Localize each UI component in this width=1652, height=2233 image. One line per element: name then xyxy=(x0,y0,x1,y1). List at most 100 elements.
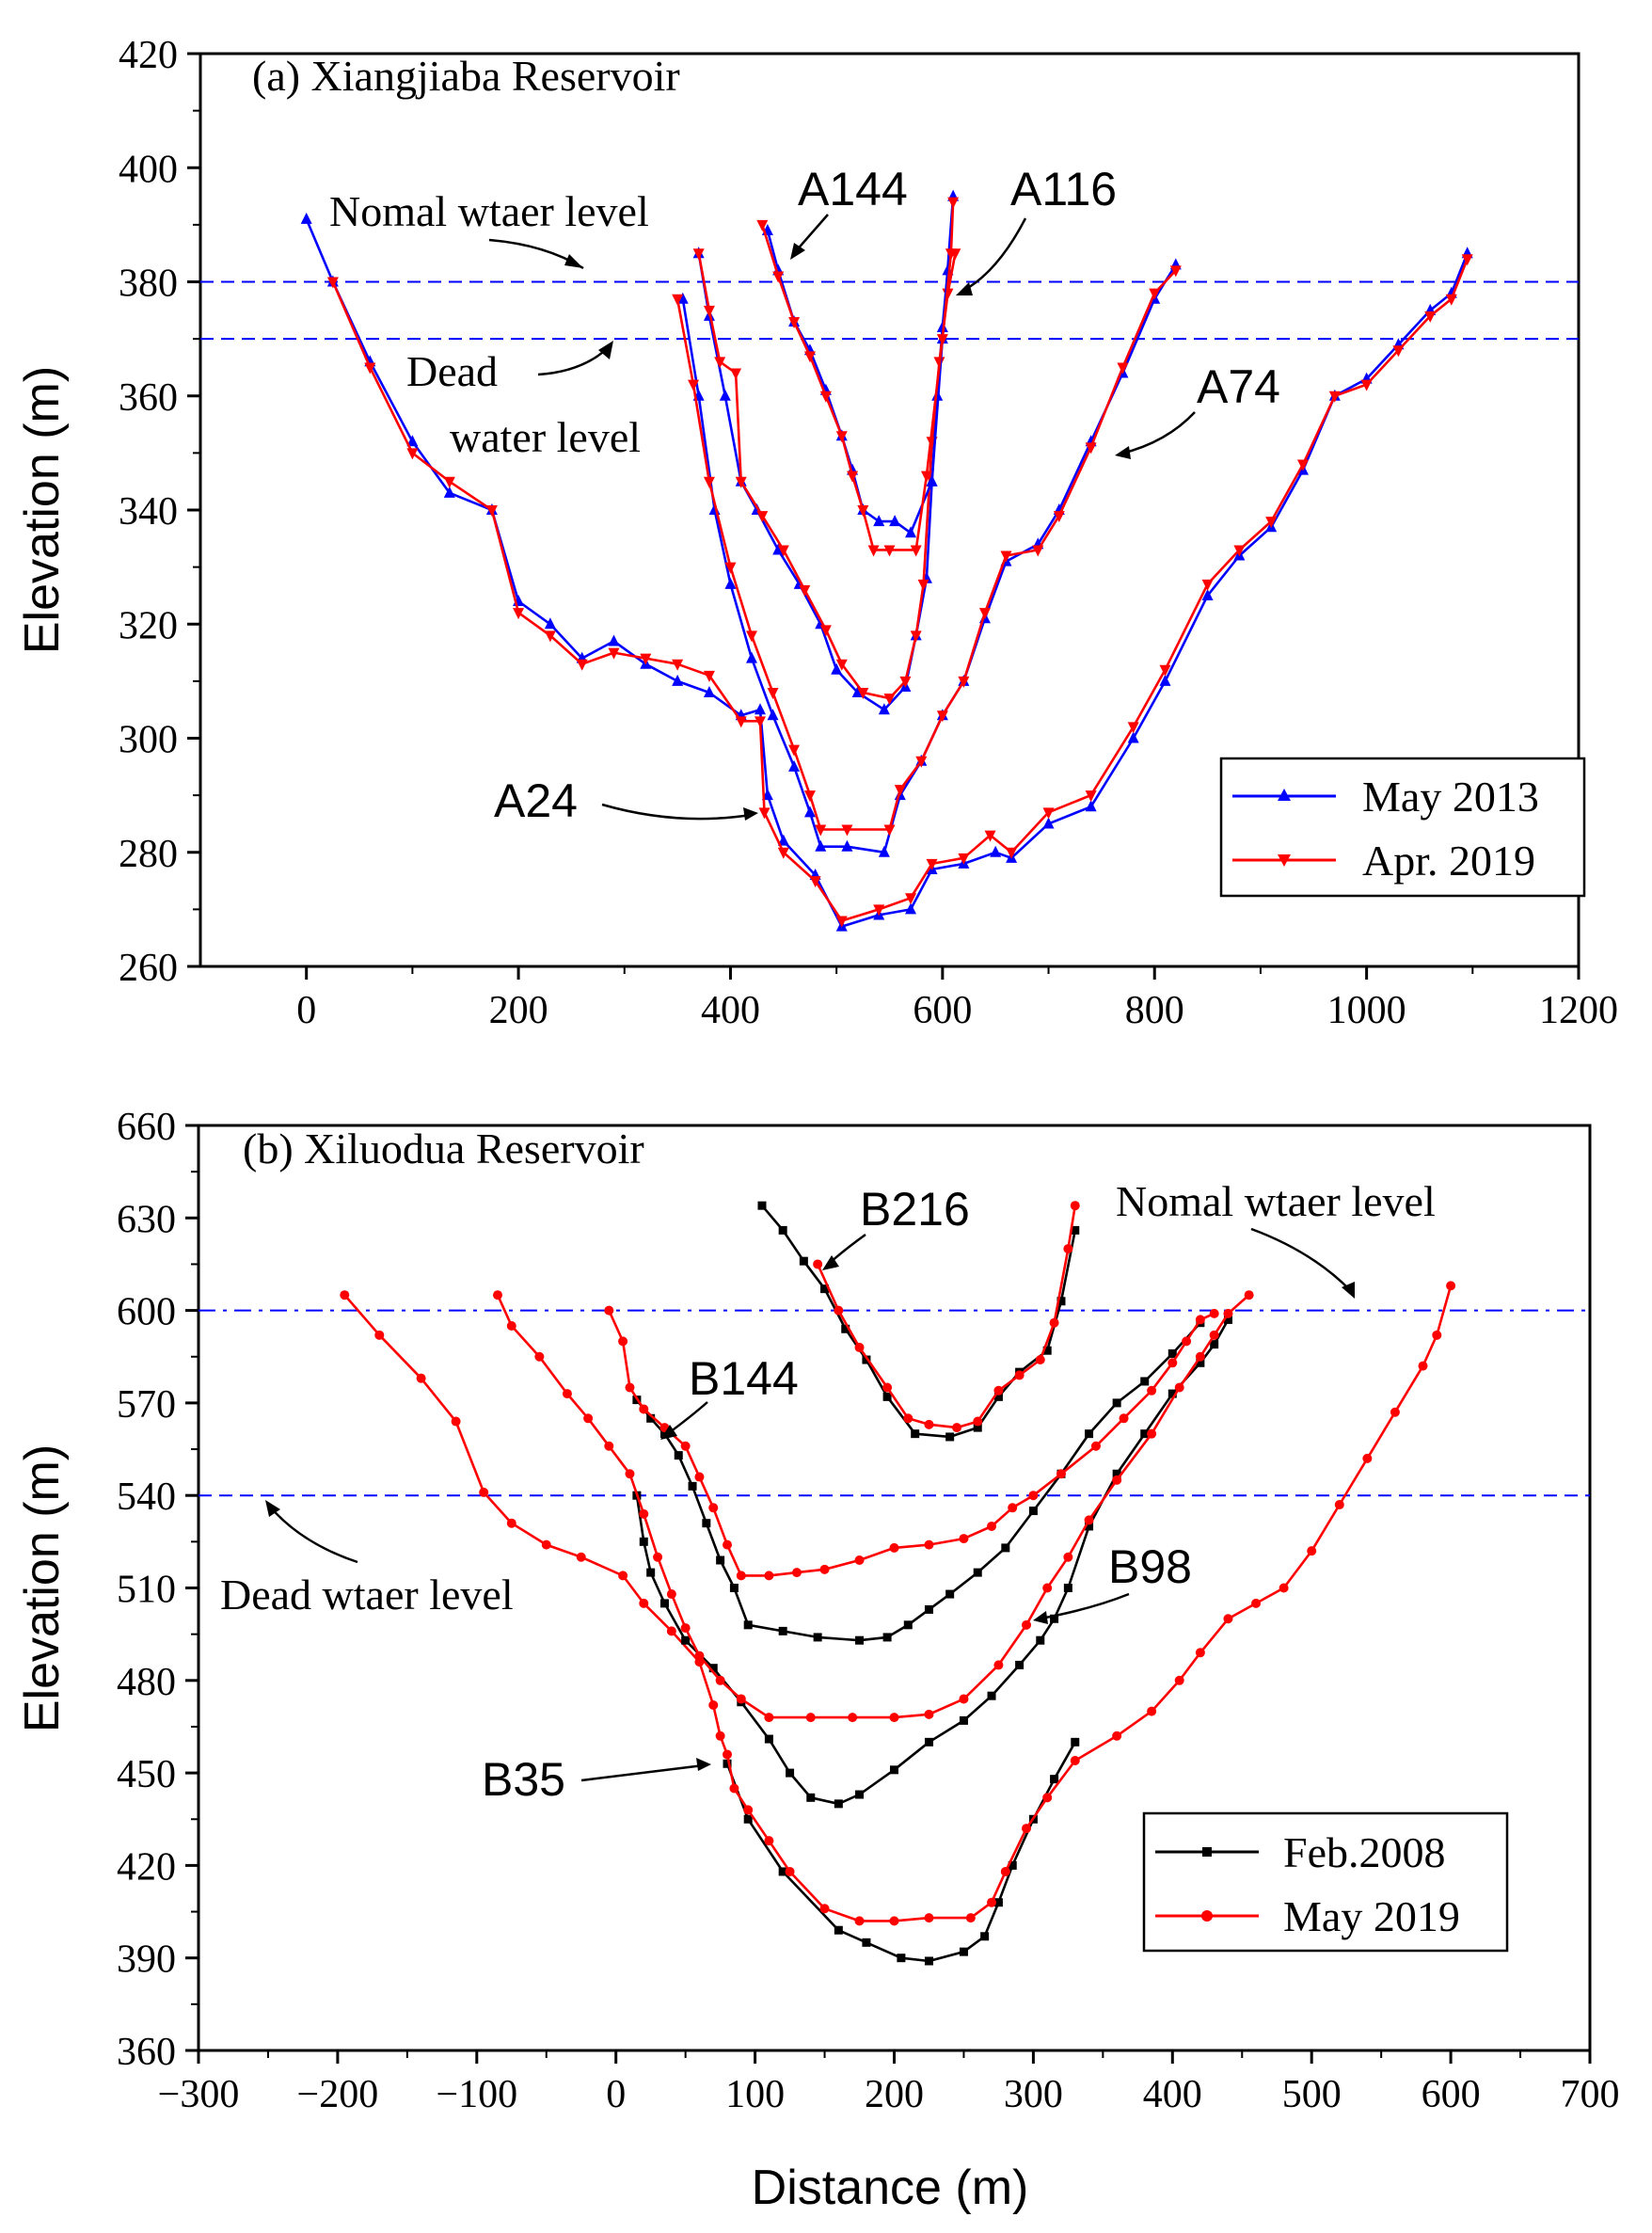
data-point xyxy=(672,659,684,671)
data-point xyxy=(1168,1358,1178,1368)
y-tick-label-b: 540 xyxy=(117,1475,176,1519)
data-point xyxy=(854,1916,865,1926)
x-tick-label-a: 1200 xyxy=(1539,989,1618,1032)
label-dead-a-line1: Dead xyxy=(406,347,498,395)
y-tick-label-b: 600 xyxy=(117,1291,176,1334)
data-point xyxy=(703,670,715,682)
data-point xyxy=(703,686,715,697)
data-point xyxy=(703,476,715,488)
data-point xyxy=(702,1519,711,1528)
data-point xyxy=(513,608,525,620)
series-a144-apr-2019 xyxy=(756,197,960,557)
y-tick-label-b: 660 xyxy=(117,1106,176,1149)
data-point xyxy=(993,1385,1004,1396)
data-point xyxy=(1042,1793,1053,1803)
label-b144: B144 xyxy=(689,1352,799,1405)
data-point xyxy=(1050,1614,1059,1623)
series-line xyxy=(761,201,955,551)
data-point xyxy=(854,1555,865,1566)
data-point xyxy=(1390,1407,1400,1417)
data-point xyxy=(639,1508,649,1519)
data-point xyxy=(855,1635,865,1645)
data-point xyxy=(1140,1377,1150,1386)
data-point xyxy=(1209,1308,1219,1318)
label-normal-water-level-b: Nomal wtaer level xyxy=(1116,1177,1436,1225)
y-tick-label-a: 340 xyxy=(119,490,178,534)
data-point xyxy=(899,676,912,688)
data-point xyxy=(1070,1755,1080,1765)
data-point xyxy=(917,579,929,591)
label-b35: B35 xyxy=(482,1753,565,1806)
data-point xyxy=(625,1469,635,1479)
data-point xyxy=(1297,459,1309,471)
data-point xyxy=(1063,1584,1072,1592)
legend-b-marker-1 xyxy=(1202,1847,1212,1857)
x-tick-label-b: 100 xyxy=(725,2073,785,2116)
data-point xyxy=(799,584,811,597)
data-point xyxy=(803,790,816,803)
data-point xyxy=(708,1503,719,1513)
data-point xyxy=(724,562,737,574)
y-tick-label-a: 280 xyxy=(119,833,178,876)
arrow-dead-level-a xyxy=(537,345,611,376)
data-point xyxy=(924,1419,934,1429)
data-point xyxy=(340,1290,350,1300)
series-b98-may-2019 xyxy=(492,1290,1254,1723)
data-point xyxy=(873,515,885,527)
data-point xyxy=(772,543,785,555)
data-point xyxy=(915,756,928,768)
data-point xyxy=(831,662,843,675)
arrowhead-a74 xyxy=(1115,446,1131,459)
data-point xyxy=(1085,442,1097,455)
y-tick-label-b: 480 xyxy=(117,1661,176,1704)
data-point xyxy=(1168,1348,1177,1358)
data-point xyxy=(672,294,684,306)
data-point xyxy=(791,1568,802,1578)
panel-b-reference-lines xyxy=(199,1309,1590,1497)
data-point xyxy=(639,1598,649,1608)
data-point xyxy=(618,1571,628,1581)
data-point xyxy=(1392,345,1405,358)
data-point xyxy=(724,577,737,589)
data-point xyxy=(443,476,455,488)
data-point xyxy=(1210,1340,1219,1349)
data-point xyxy=(764,1734,773,1744)
data-point xyxy=(688,1481,697,1491)
series-b98-feb-2008 xyxy=(632,1315,1232,1809)
data-point xyxy=(676,292,689,304)
legend-b-label-1: Feb.2008 xyxy=(1283,1828,1446,1876)
data-point xyxy=(984,830,996,842)
arrowhead-a144 xyxy=(790,243,805,260)
data-point xyxy=(945,1432,955,1442)
x-tick-label-b: −200 xyxy=(297,2073,379,2116)
legend-a-frame xyxy=(1219,757,1586,898)
series-a144-may-2013 xyxy=(761,189,960,538)
data-point xyxy=(815,824,827,837)
data-point xyxy=(1085,1522,1094,1531)
y-axis-title-a: Elevation (m) xyxy=(15,366,70,654)
data-point xyxy=(646,1568,656,1577)
data-point xyxy=(735,716,747,728)
data-point xyxy=(756,219,769,231)
data-point xyxy=(924,1956,933,1966)
data-point xyxy=(958,676,970,688)
data-point xyxy=(715,1675,725,1685)
data-point xyxy=(834,1925,843,1935)
x-tick-label-b: −100 xyxy=(436,2073,517,2116)
data-point xyxy=(788,759,801,772)
y-tick-label-b: 570 xyxy=(117,1383,176,1427)
data-point xyxy=(1056,1469,1066,1479)
data-point xyxy=(980,1932,990,1941)
data-point xyxy=(813,1259,823,1269)
data-point xyxy=(416,1373,426,1383)
data-point xyxy=(1049,1317,1059,1328)
data-point xyxy=(878,703,890,715)
data-point xyxy=(451,1416,461,1427)
data-point xyxy=(640,653,652,665)
data-point xyxy=(1265,517,1278,529)
data-point xyxy=(680,1441,691,1451)
series-b216-may-2019 xyxy=(813,1201,1080,1433)
x-tick-label-b: 200 xyxy=(865,2073,924,2116)
x-tick-label-a: 0 xyxy=(296,989,316,1032)
data-point xyxy=(973,1416,983,1427)
